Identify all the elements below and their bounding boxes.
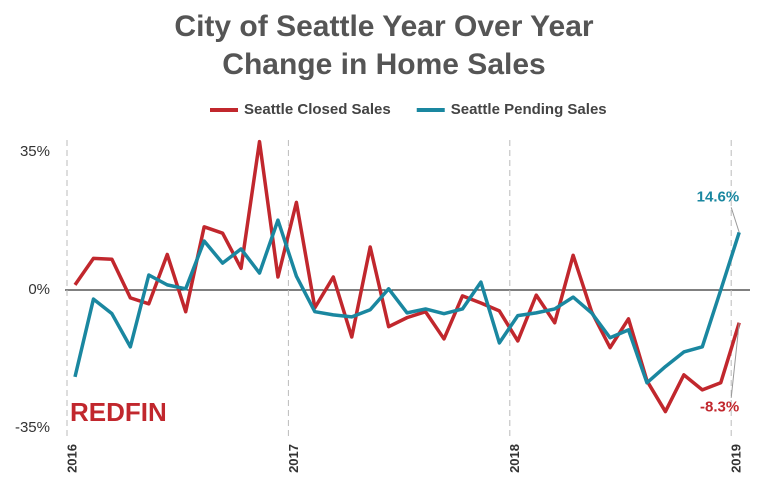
series-line xyxy=(73,139,741,414)
y-tick-label: 0% xyxy=(28,281,50,298)
label-leader xyxy=(730,207,740,233)
x-tick-label: 2018 xyxy=(507,444,522,473)
logo: REDFIN xyxy=(70,397,167,427)
value-label: 14.6% xyxy=(697,188,740,205)
legend-label: Seattle Closed Sales xyxy=(244,101,391,118)
x-tick-label: 2017 xyxy=(286,444,301,473)
y-tick-label: -35% xyxy=(15,419,50,436)
y-tick-label: 35% xyxy=(20,143,50,160)
value-label: -8.3% xyxy=(700,399,739,416)
chart-title: City of Seattle Year Over Year Change in… xyxy=(174,10,594,81)
legend-label: Seattle Pending Sales xyxy=(451,101,607,118)
label-leader xyxy=(730,322,740,398)
x-tick-label: 2019 xyxy=(729,444,744,473)
x-tick-label: 2016 xyxy=(64,444,79,473)
series-line xyxy=(73,218,741,385)
